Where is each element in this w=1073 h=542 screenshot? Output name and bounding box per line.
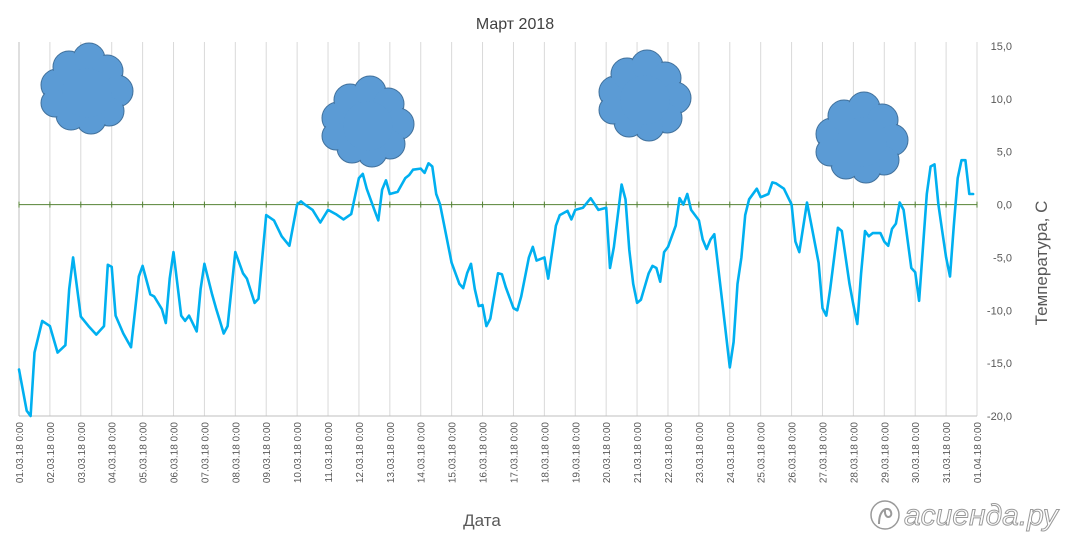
x-tick-label: 05.03.18 0:00 — [139, 422, 150, 484]
zero-line — [18, 201, 978, 208]
x-tick-label: 22.03.18 0:00 — [664, 422, 675, 484]
x-tick-label: 19.03.18 0:00 — [571, 422, 582, 484]
watermark-logo-icon — [870, 500, 900, 530]
x-tick-label: 09.03.18 0:00 — [262, 422, 273, 484]
x-tick-label: 26.03.18 0:00 — [788, 422, 799, 484]
cloud-icon — [321, 75, 415, 168]
x-tick-label: 27.03.18 0:00 — [818, 422, 829, 484]
x-tick-label: 18.03.18 0:00 — [540, 422, 551, 484]
watermark-text: асиенда.ру — [904, 499, 1060, 532]
cloud-decorations — [40, 42, 909, 184]
y-tick-label: -5,0 — [993, 252, 1012, 264]
x-tick-label: 02.03.18 0:00 — [46, 422, 57, 484]
y-tick-label: 15,0 — [991, 41, 1012, 53]
x-tick-label: 14.03.18 0:00 — [417, 422, 428, 484]
x-tick-label: 04.03.18 0:00 — [108, 422, 119, 484]
x-tick-label: 11.03.18 0:00 — [324, 422, 335, 483]
x-tick-label: 28.03.18 0:00 — [849, 422, 860, 484]
x-tick-label: 23.03.18 0:00 — [695, 422, 706, 484]
x-tick-label: 25.03.18 0:00 — [757, 422, 768, 484]
cloud-icon — [815, 91, 909, 184]
y-tick-label: 0,0 — [997, 200, 1012, 212]
x-tick-label: 12.03.18 0:00 — [355, 422, 366, 484]
x-tick-label: 03.03.18 0:00 — [77, 422, 88, 484]
vertical-gridlines — [18, 42, 978, 417]
y-tick-label: -20,0 — [987, 411, 1012, 423]
x-tick-label: 30.03.18 0:00 — [911, 422, 922, 484]
x-tick-label: 29.03.18 0:00 — [880, 422, 891, 484]
x-tick-label: 07.03.18 0:00 — [200, 422, 211, 484]
x-tick-label: 17.03.18 0:00 — [509, 422, 520, 484]
x-tick-label: 24.03.18 0:00 — [726, 422, 737, 484]
y-tick-label: -15,0 — [987, 358, 1012, 370]
temperature-series-line — [17, 158, 975, 418]
y-tick-label: -10,0 — [987, 305, 1012, 317]
x-tick-label: 13.03.18 0:00 — [386, 422, 397, 484]
watermark: асиенда.ру — [870, 499, 1060, 533]
x-tick-label: 16.03.18 0:00 — [479, 422, 490, 484]
x-tick-label: 31.03.18 0:00 — [942, 422, 953, 484]
x-tick-label: 21.03.18 0:00 — [633, 422, 644, 484]
y-tick-label: 10,0 — [991, 94, 1012, 106]
y-axis-title: Температура, С — [1032, 201, 1051, 326]
cloud-icon — [40, 42, 134, 135]
y-tick-label: 5,0 — [997, 147, 1012, 159]
x-tick-label: 06.03.18 0:00 — [170, 422, 181, 484]
x-tick-label: 15.03.18 0:00 — [448, 422, 459, 484]
x-tick-label: 01.04.18 0:00 — [973, 422, 984, 484]
y-axis-ticks: 15,0 10,0 5,0 0,0 -5,0 -10,0 -15,0 -20,0 — [987, 41, 1012, 423]
x-tick-label: 20.03.18 0:00 — [602, 422, 613, 484]
x-axis-title: Дата — [463, 511, 501, 530]
series-layer — [17, 158, 975, 418]
cloud-icon — [598, 49, 692, 142]
x-tick-label: 10.03.18 0:00 — [293, 422, 304, 484]
x-tick-label: 01.03.18 0:00 — [15, 422, 26, 484]
chart-title: Март 2018 — [476, 16, 554, 33]
x-axis-ticks: 01.03.18 0:00 02.03.18 0:00 03.03.18 0:00 0… — [15, 422, 984, 484]
x-tick-label: 08.03.18 0:00 — [231, 422, 242, 484]
